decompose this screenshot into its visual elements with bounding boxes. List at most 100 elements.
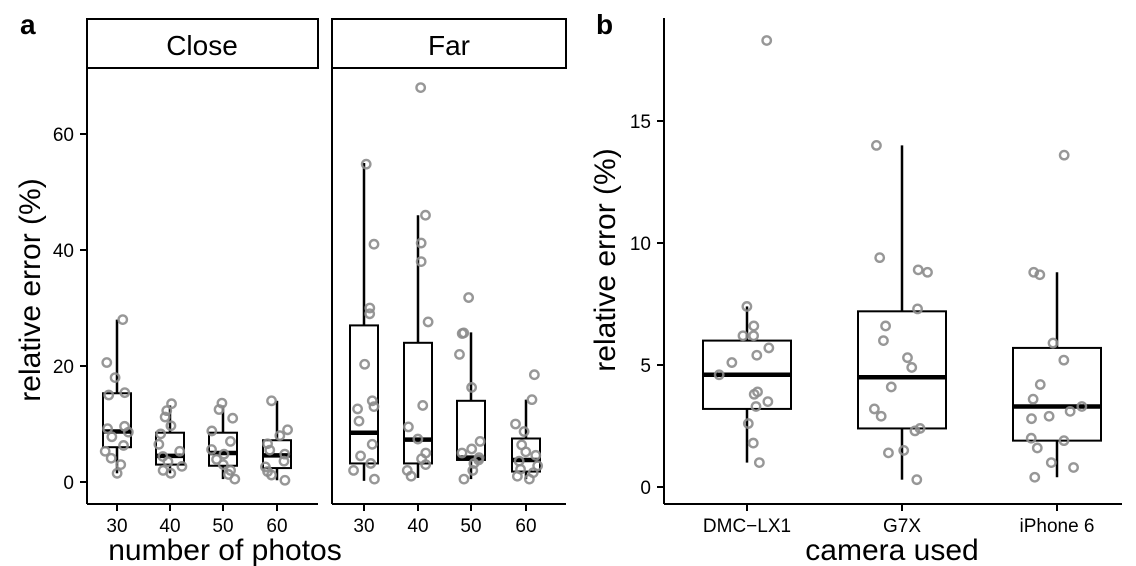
camera-point — [1025, 432, 1037, 444]
camera-point — [1045, 457, 1057, 468]
camera-point — [726, 357, 738, 368]
far-point — [369, 473, 380, 485]
camera-point — [761, 35, 773, 46]
camera-point — [874, 252, 886, 264]
panel-b-y-tick-label: 10 — [630, 234, 651, 255]
panel-a-x-tick-label: 60 — [266, 516, 287, 537]
camera-point — [748, 388, 760, 400]
far-point — [415, 237, 427, 249]
camera-point — [1047, 337, 1059, 349]
panel-a-x-tick-label: 30 — [353, 516, 374, 537]
camera-box — [1012, 346, 1102, 442]
far-point — [466, 382, 478, 393]
camera-point — [1028, 266, 1040, 278]
strip-far-box — [331, 18, 567, 69]
camera-point — [747, 437, 759, 449]
camera-point — [1058, 149, 1070, 161]
close-point — [99, 445, 111, 457]
camera-point — [753, 457, 765, 468]
far-point — [523, 473, 535, 485]
camera-point — [748, 320, 760, 332]
far-point — [420, 459, 432, 470]
strip-close-label: Close — [166, 30, 238, 61]
camera-point — [1043, 410, 1055, 422]
close-point — [117, 314, 129, 325]
camera-point — [737, 330, 749, 342]
close-point — [119, 387, 131, 399]
far-point — [458, 473, 470, 485]
close-point — [162, 456, 174, 468]
close-point — [122, 426, 134, 438]
close-point — [229, 473, 241, 485]
panel-a-x-tick-label: 50 — [460, 516, 481, 537]
panel-b-y-tick-label: 0 — [640, 478, 651, 499]
far-point — [420, 209, 431, 221]
close-point — [279, 474, 291, 486]
far-point — [364, 308, 376, 320]
far-point — [520, 446, 532, 458]
camera-point — [898, 444, 910, 456]
camera-point — [1034, 269, 1046, 281]
camera-point — [1027, 393, 1039, 405]
close-point — [176, 460, 188, 472]
chart-marks: 0 20 40 60 30 40 50 60 30 40 50 60 0 5 10 15 DMC−LX1 G7X i… — [53, 35, 1102, 537]
close-point — [105, 452, 117, 464]
far-point — [466, 443, 478, 455]
far-point — [467, 464, 479, 476]
close-point — [262, 438, 273, 450]
close-point — [101, 357, 113, 368]
panel-b-x-tick-label: DMC−LX1 — [703, 516, 791, 537]
far-point — [511, 470, 523, 482]
close-point — [161, 405, 173, 417]
far-point — [364, 302, 376, 314]
far-point — [405, 470, 417, 482]
strip-close-box — [86, 18, 319, 69]
panel-a-x-tick-label: 40 — [407, 516, 428, 537]
close-point — [266, 395, 277, 407]
close-point — [213, 404, 225, 415]
camera-point — [1068, 462, 1079, 473]
far-box — [349, 324, 379, 465]
panel-a-x-tick-label: 50 — [212, 516, 233, 537]
camera-point — [878, 335, 889, 346]
close-point — [227, 412, 239, 424]
camera-point — [762, 396, 774, 407]
close-point — [264, 444, 276, 456]
close-point — [225, 435, 236, 447]
panel-a-y-tick-label: 0 — [63, 473, 74, 494]
far-point — [528, 369, 540, 381]
close-point — [279, 448, 291, 460]
camera-point — [1026, 413, 1037, 425]
panel-b-y-tick-label: 5 — [640, 356, 651, 377]
far-point — [348, 464, 359, 476]
close-point — [159, 411, 171, 423]
far-point — [402, 421, 414, 433]
close-point — [174, 445, 186, 457]
panel-b-x-tick-label: G7X — [883, 516, 921, 537]
camera-point — [1058, 435, 1070, 447]
camera-point — [1031, 442, 1043, 454]
close-point — [165, 420, 177, 432]
far-box — [403, 341, 433, 465]
close-point — [106, 431, 118, 443]
camera-point — [1034, 379, 1046, 390]
panel-a-x-tick-label: 60 — [515, 516, 536, 537]
camera-point — [1076, 401, 1088, 412]
camera-point — [750, 401, 762, 412]
camera-point — [885, 381, 897, 393]
far-point — [510, 418, 521, 430]
far-point — [417, 400, 429, 411]
far-point — [422, 316, 434, 328]
camera-point — [875, 410, 887, 422]
close-point — [155, 428, 167, 440]
far-point — [415, 256, 427, 267]
close-point — [111, 467, 123, 479]
far-point — [463, 292, 475, 303]
panel-b-letter: b — [596, 9, 613, 40]
far-point — [366, 438, 378, 450]
camera-point — [1029, 471, 1041, 483]
far-point — [468, 458, 480, 469]
panel-a-x-title: number of photos — [108, 534, 341, 566]
camera-point — [871, 139, 882, 151]
